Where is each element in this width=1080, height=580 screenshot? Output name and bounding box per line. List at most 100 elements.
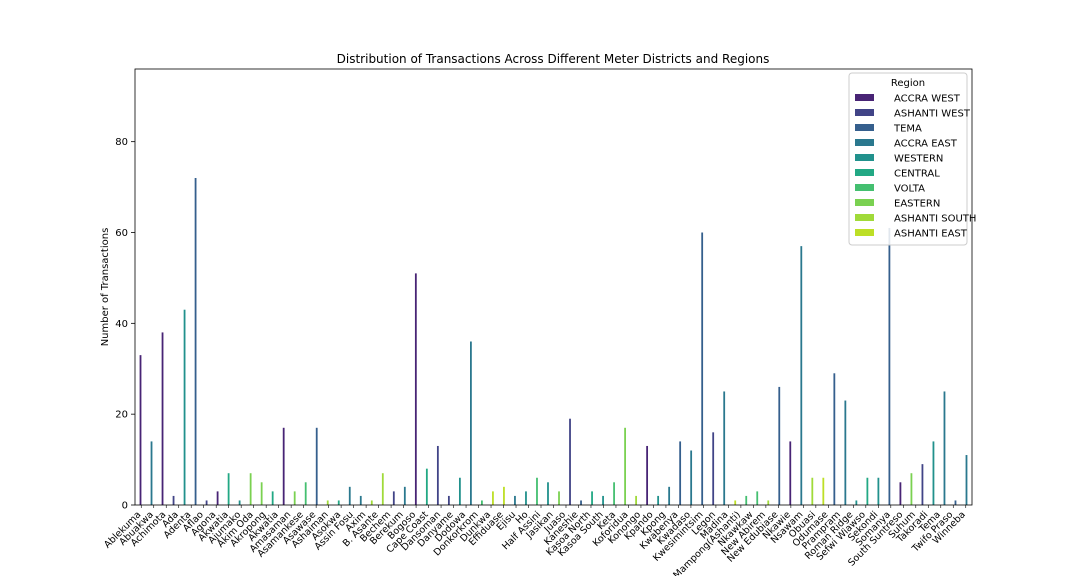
bar — [602, 495, 604, 505]
bar — [492, 491, 494, 506]
bar — [844, 400, 847, 505]
legend-label: CENTRAL — [894, 169, 940, 180]
bar — [558, 491, 560, 506]
legend-swatch — [855, 214, 874, 221]
bar — [227, 473, 230, 505]
bar — [348, 486, 351, 505]
bar — [899, 482, 902, 505]
bar — [778, 386, 781, 505]
bar — [315, 427, 318, 505]
bar — [161, 332, 164, 505]
legend-label: TEMA — [893, 124, 922, 135]
bar — [789, 441, 792, 505]
bar — [271, 491, 274, 506]
bar — [635, 495, 637, 505]
legend-box — [848, 72, 968, 246]
legend-title: Region — [891, 78, 925, 89]
bar — [260, 482, 263, 505]
legend-label: ASHANTI EAST — [894, 229, 968, 240]
legend-swatch — [855, 139, 874, 146]
bar — [877, 477, 880, 505]
legend-swatch — [855, 124, 874, 131]
bar — [392, 491, 395, 506]
legend-swatch — [855, 184, 874, 191]
plot-frame — [134, 68, 973, 506]
legend-label: VOLTA — [894, 184, 925, 195]
bar — [525, 491, 527, 506]
bar — [205, 500, 208, 505]
legend-swatch — [855, 154, 874, 161]
bar — [888, 227, 891, 505]
bar — [866, 477, 869, 505]
bar — [613, 482, 615, 505]
bar — [139, 355, 142, 506]
bar — [359, 495, 362, 505]
bar — [800, 246, 803, 506]
bar — [855, 500, 858, 505]
bar — [172, 495, 175, 505]
legend-swatch — [855, 169, 874, 176]
bar — [965, 455, 968, 505]
legend-label: WESTERN — [894, 154, 943, 165]
x-axis: AblekumaAbuakwaAchimotaAdaAdentaAflaoAgo… — [102, 505, 968, 580]
bar — [822, 477, 825, 505]
bar — [447, 495, 450, 505]
bar — [381, 473, 384, 505]
bar — [425, 468, 428, 505]
bar — [337, 500, 340, 505]
bar — [458, 477, 461, 505]
bar — [370, 500, 373, 505]
bar — [293, 491, 296, 506]
y-tick-label: 80 — [115, 137, 128, 148]
bar — [547, 482, 549, 505]
bar — [238, 500, 241, 505]
legend-label: ACCRA EAST — [894, 139, 958, 150]
bar — [767, 500, 770, 505]
chart-title: Distribution of Transactions Across Diff… — [337, 52, 770, 66]
bar — [646, 445, 649, 505]
bar — [194, 178, 197, 505]
bar — [249, 473, 252, 505]
bar — [756, 491, 759, 506]
y-axis-label: Number of Transactions — [100, 228, 111, 347]
bar — [470, 341, 472, 505]
bar — [514, 495, 516, 505]
bar — [414, 273, 417, 506]
bar — [734, 500, 737, 505]
legend-label: EASTERN — [894, 199, 940, 210]
bar — [580, 500, 582, 505]
bar — [282, 427, 285, 505]
bar — [624, 427, 626, 505]
legend-swatch — [855, 199, 874, 206]
bar — [690, 450, 693, 505]
legend-label: ASHANTI SOUTH — [894, 214, 976, 225]
bar — [833, 373, 836, 505]
bar — [723, 391, 726, 505]
y-tick-label: 40 — [115, 319, 128, 330]
bar — [910, 473, 913, 505]
bar — [481, 500, 483, 505]
legend-swatch — [855, 94, 874, 101]
bar — [811, 477, 814, 505]
bar — [150, 441, 153, 505]
bar — [216, 491, 219, 506]
plot-area — [134, 68, 973, 506]
bar — [569, 418, 571, 505]
bar — [701, 232, 704, 505]
bar — [536, 477, 538, 505]
y-tick-label: 60 — [115, 228, 128, 239]
bar — [943, 391, 946, 505]
bar — [503, 486, 505, 505]
legend-swatch — [855, 229, 874, 236]
legend-label: ACCRA WEST — [894, 94, 961, 105]
bar — [921, 464, 924, 506]
bar — [745, 495, 748, 505]
legend: Region ACCRA WEST ASHANTI WEST TEMA ACCRA EA… — [848, 72, 976, 246]
bar — [304, 482, 307, 505]
bar — [932, 441, 935, 505]
bar — [591, 491, 593, 506]
bar — [954, 500, 957, 505]
legend-label: ASHANTI WEST — [894, 109, 971, 120]
